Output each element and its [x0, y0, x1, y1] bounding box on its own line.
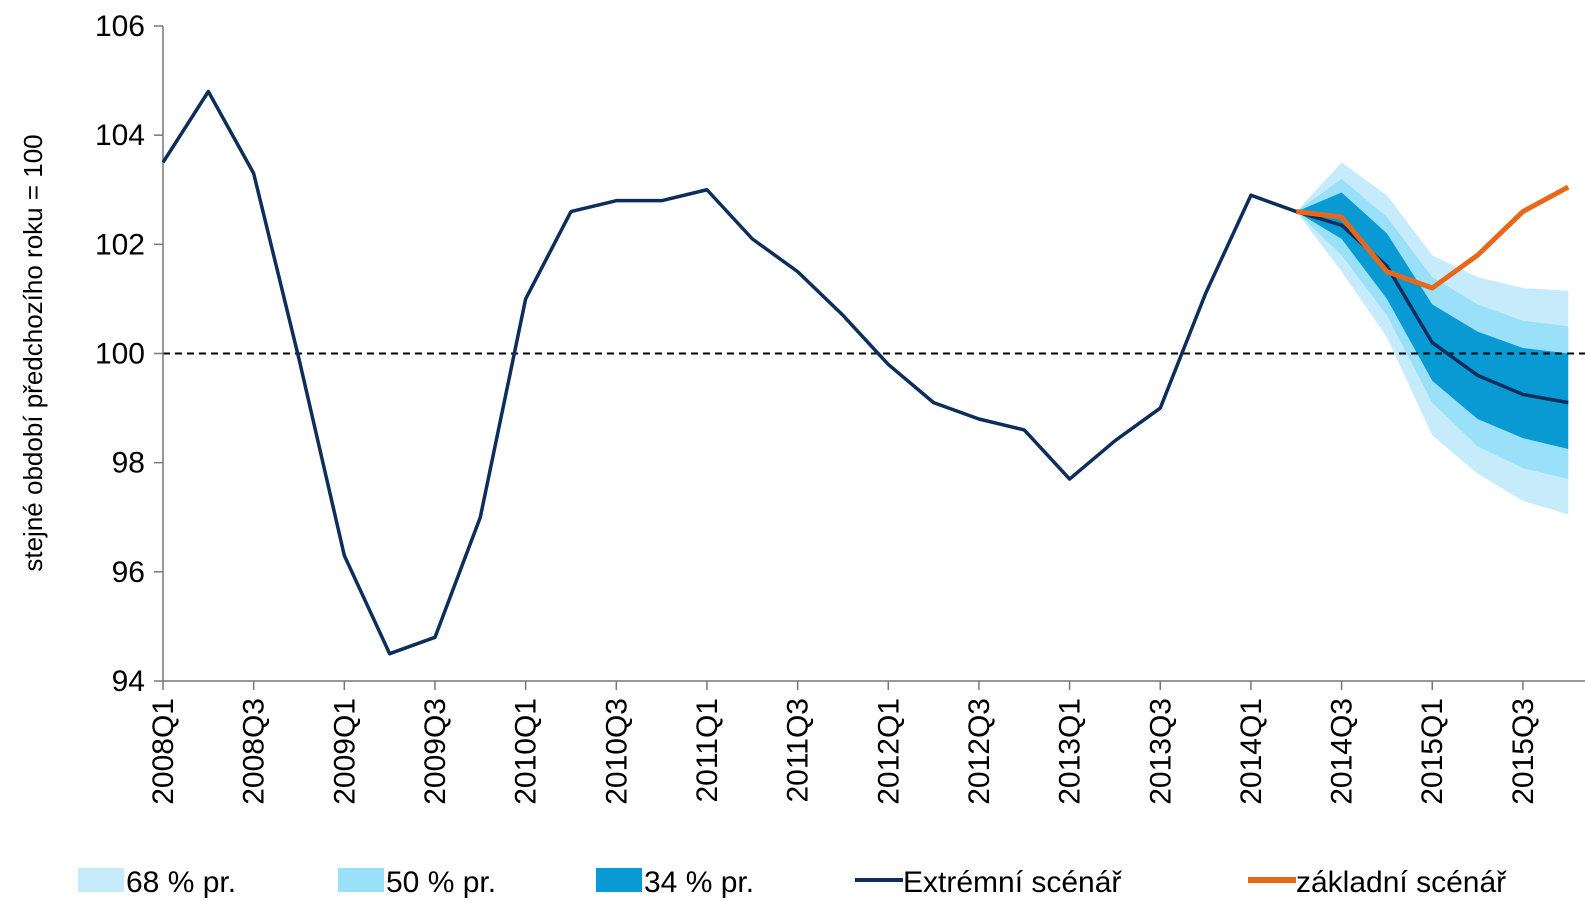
series-line [1295, 184, 1570, 291]
x-tick-label: 2014Q3 [1326, 698, 1359, 805]
x-tick-label: 2013Q3 [1144, 698, 1177, 805]
y-tick-label: 104 [95, 119, 145, 152]
legend-label: 68 % pr. [126, 866, 236, 899]
x-tick-label: 2014Q1 [1235, 698, 1268, 805]
x-tick-label: 2008Q1 [147, 698, 180, 805]
x-tick-label: 2012Q1 [872, 698, 905, 805]
x-tick-label: 2010Q1 [510, 698, 543, 805]
y-tick-label: 106 [95, 10, 145, 43]
y-tick-label: 98 [112, 447, 145, 480]
series-line [161, 89, 1569, 656]
x-tick-label: 2011Q1 [691, 698, 724, 803]
legend-swatch [78, 868, 124, 892]
x-tick-label: 2009Q1 [328, 698, 361, 805]
legend-label: 34 % pr. [644, 866, 754, 899]
x-tick-label: 2013Q1 [1054, 698, 1087, 805]
x-tick-label: 2012Q3 [963, 698, 996, 805]
y-tick-label: 102 [95, 228, 145, 261]
x-tick-label: 2008Q3 [238, 698, 271, 805]
x-tick-label: 2015Q1 [1416, 698, 1449, 805]
x-tick-label: 2010Q3 [600, 698, 633, 805]
legend-swatch [338, 868, 384, 892]
legend-swatch [596, 868, 642, 892]
legend-label: Extrémní scénář [903, 866, 1122, 899]
legend-label: základní scénář [1296, 866, 1507, 899]
y-tick-label: 100 [95, 338, 145, 371]
legend-label: 50 % pr. [386, 866, 496, 899]
y-tick-label: 94 [112, 665, 145, 698]
x-tick-label: 2011Q3 [782, 698, 815, 803]
y-tick-label: 96 [112, 556, 145, 589]
y-axis-label: stejné období předchozího roku = 100 [18, 134, 48, 571]
x-tick-label: 2009Q3 [419, 698, 452, 805]
x-tick-label: 2015Q3 [1507, 698, 1540, 805]
